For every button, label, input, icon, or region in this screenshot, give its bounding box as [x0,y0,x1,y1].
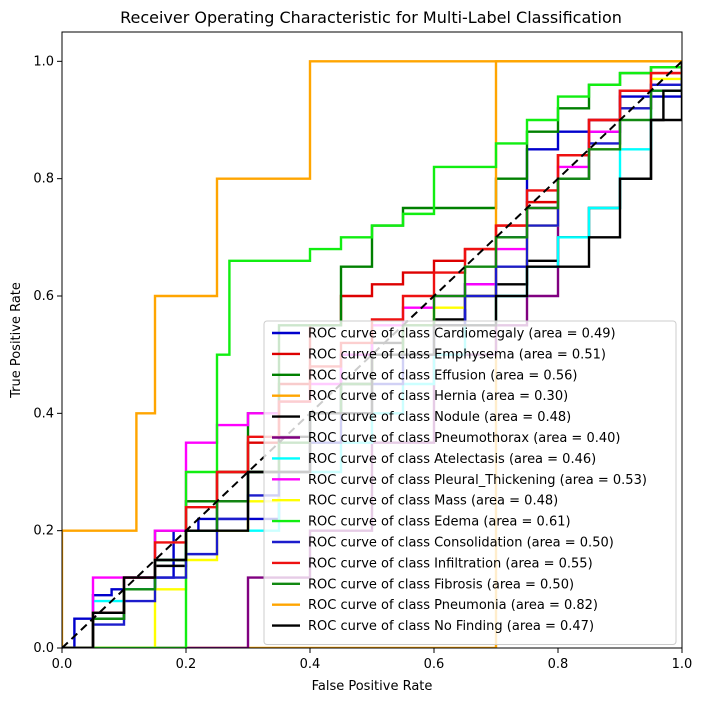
legend-box [263,320,677,645]
legend-entry: ROC curve of class No Finding (area = 0.… [308,619,594,634]
legend: ROC curve of class Cardiomegaly (area = … [263,320,677,645]
x-tick-label: 1.0 [672,657,693,672]
x-tick-label: 0.8 [548,657,569,672]
y-tick-label: 1.0 [33,54,54,69]
roc-curve-9 [62,61,682,648]
x-tick-label: 0.4 [300,657,321,672]
legend-entry: ROC curve of class Pneumonia (area = 0.8… [308,598,598,613]
x-tick-label: 0.0 [52,657,73,672]
roc-curve-13 [62,60,682,648]
legend-entry: ROC curve of class Fibrosis (area = 0.50… [308,577,574,592]
legend-entry: ROC curve of class Nodule (area = 0.48) [308,410,571,425]
y-tick-label: 0.0 [33,641,54,656]
y-tick-label: 0.8 [33,172,54,187]
legend-entry: ROC curve of class Pleural_Thickening (a… [308,473,647,488]
legend-entry: ROC curve of class Effusion (area = 0.56… [308,368,577,383]
legend-entry: ROC curve of class Edema (area = 0.61) [308,515,571,530]
y-axis-label: True Positive Rate [9,282,24,399]
chart-title: Receiver Operating Characteristic for Mu… [120,8,622,27]
y-tick-label: 0.4 [33,406,54,421]
legend-entry: ROC curve of class Pneumothorax (area = … [308,431,620,446]
y-tick-label: 0.2 [33,524,54,539]
y-tick-label: 0.6 [33,289,54,304]
legend-entry: ROC curve of class Emphysema (area = 0.5… [308,347,606,362]
legend-entry: ROC curve of class Atelectasis (area = 0… [308,452,596,467]
legend-entry: ROC curve of class Hernia (area = 0.30) [308,389,568,404]
roc-curve-11 [62,61,682,648]
legend-entry: ROC curve of class Consolidation (area =… [308,536,614,551]
axis-ticks: 0.0 0.2 0.4 0.6 0.8 1.0 0.0 0.2 0.4 0.6 0.8 1.0 [33,54,692,672]
x-axis-label: False Positive Rate [312,679,433,694]
plot-frame [61,31,683,649]
x-tick-label: 0.2 [176,657,197,672]
legend-entry: ROC curve of class Infiltration (area = … [308,556,593,571]
x-tick-label: 0.6 [424,657,445,672]
legend-entry: ROC curve of class Cardiomegaly (area = … [308,327,616,342]
legend-entry: ROC curve of class Mass (area = 0.48) [308,494,558,509]
